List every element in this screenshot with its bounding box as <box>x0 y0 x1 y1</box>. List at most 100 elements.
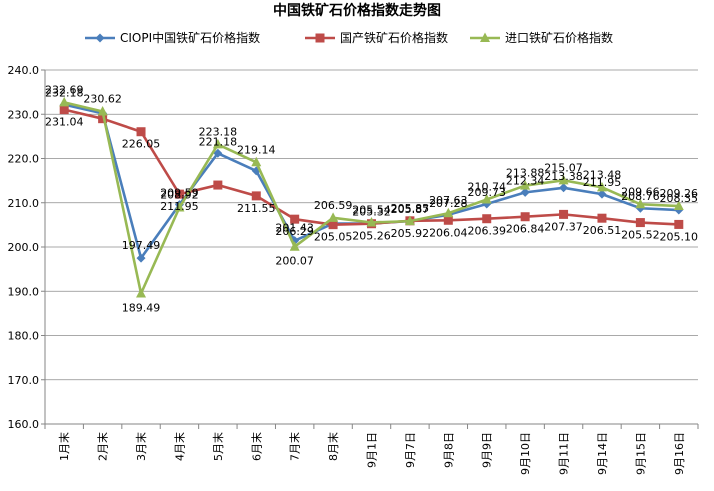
y-tick-label: 180.0 <box>8 330 40 343</box>
data-label: 226.05 <box>122 138 161 151</box>
legend: CIOPI中国铁矿石价格指数 国产铁矿石价格指数 进口铁矿石价格指数 <box>85 30 613 45</box>
data-label: 206.84 <box>506 223 545 236</box>
x-tick-label: 1月末 <box>57 432 71 461</box>
data-label: 206.51 <box>583 224 622 237</box>
legend-item: CIOPI中国铁矿石价格指数 <box>85 30 260 45</box>
data-label: 207.28 <box>429 197 468 210</box>
series-layer <box>59 96 684 298</box>
data-point <box>174 202 185 212</box>
data-point <box>520 212 530 222</box>
data-point <box>404 215 415 226</box>
data-point <box>597 213 607 223</box>
axes: 160.0 170.0 180.0 190.0 200.0 210.0 220.0 230.0… <box>8 64 699 475</box>
data-label: 211.95 <box>160 200 199 213</box>
data-point <box>443 215 453 225</box>
data-point <box>443 207 454 218</box>
data-point <box>136 253 146 263</box>
data-point <box>559 183 569 193</box>
legend-label: 进口铁矿石价格指数 <box>505 30 613 45</box>
data-point <box>481 193 492 204</box>
data-point <box>674 219 684 229</box>
data-label: 205.32 <box>352 205 391 218</box>
data-point <box>520 187 530 197</box>
data-label: 205.85 <box>391 202 430 215</box>
x-tick-label: 3月末 <box>134 432 148 461</box>
data-point <box>174 189 184 199</box>
data-label: 209.59 <box>160 187 199 200</box>
data-label: 205.87 <box>391 203 430 216</box>
data-label: 223.18 <box>199 125 238 138</box>
data-point <box>98 114 108 124</box>
data-label: 205.52 <box>621 229 660 242</box>
data-point <box>482 214 492 224</box>
data-label: 207.63 <box>429 194 468 207</box>
data-label: 209.73 <box>467 186 506 199</box>
data-point <box>635 198 646 209</box>
data-point <box>212 138 223 149</box>
x-tick-label: 6月末 <box>249 432 263 461</box>
data-point <box>251 191 261 201</box>
data-label: 231.04 <box>45 116 84 129</box>
data-point <box>251 156 262 167</box>
data-label: 221.18 <box>199 135 238 148</box>
data-label: 213.48 <box>583 168 622 181</box>
data-label: 215.07 <box>544 161 583 174</box>
data-point <box>213 148 223 158</box>
x-tick-label: 5月末 <box>211 432 225 461</box>
legend-item: 进口铁矿石价格指数 <box>470 30 613 45</box>
data-label: 209.66 <box>621 185 660 198</box>
data-label: 207.37 <box>544 220 583 233</box>
data-label: 205.05 <box>314 231 353 244</box>
data-point <box>558 174 569 185</box>
x-tick-label: 9月10日 <box>519 432 532 475</box>
y-tick-label: 220.0 <box>8 153 40 166</box>
data-point <box>635 218 645 228</box>
data-label: 212.34 <box>506 174 545 187</box>
data-label: 208.35 <box>660 192 699 205</box>
data-point <box>328 220 338 230</box>
x-tick-label: 9月7日 <box>404 432 417 468</box>
y-tick-label: 240.0 <box>8 64 40 77</box>
data-point <box>97 106 108 116</box>
x-tick-label: 8月末 <box>326 432 340 461</box>
data-point <box>366 216 377 227</box>
data-label: 230.62 <box>83 93 122 106</box>
data-label: 205.26 <box>352 230 391 243</box>
x-tick-label: 9月16日 <box>673 432 686 475</box>
data-point <box>520 180 531 190</box>
series-line <box>63 101 679 295</box>
data-point <box>136 127 146 137</box>
data-point <box>95 33 105 43</box>
x-tick-label: 2月末 <box>96 432 110 461</box>
data-point <box>673 200 684 211</box>
data-point <box>290 214 300 224</box>
data-label: 206.59 <box>314 199 353 212</box>
gridlines <box>45 69 698 381</box>
chart-title: 中国铁矿石价格指数走势图 <box>273 2 441 19</box>
data-label: 205.54 <box>352 203 391 216</box>
series-3 <box>59 96 684 298</box>
x-tick-label: 4月末 <box>172 432 186 461</box>
data-label: 205.10 <box>660 230 699 243</box>
legend-item: 国产铁矿石价格指数 <box>305 30 448 45</box>
data-point <box>559 209 569 219</box>
data-label: 197.49 <box>122 239 161 252</box>
data-label: 208.92 <box>160 189 199 202</box>
legend-label: CIOPI中国铁矿石价格指数 <box>120 30 260 45</box>
data-point <box>315 33 325 43</box>
x-tick-label: 9月8日 <box>442 432 455 468</box>
data-label: 232.18 <box>45 87 84 100</box>
data-label: 200.07 <box>275 255 314 268</box>
x-tick-label: 9月14日 <box>596 432 609 475</box>
data-point <box>480 32 490 42</box>
x-tick-label: 7月末 <box>288 432 302 461</box>
x-tick-label: 9月15日 <box>634 432 647 475</box>
y-tick-label: 200.0 <box>8 241 40 254</box>
y-tick-label: 160.0 <box>8 418 40 431</box>
data-point <box>136 288 147 298</box>
data-point <box>59 96 70 107</box>
data-point <box>328 212 339 222</box>
